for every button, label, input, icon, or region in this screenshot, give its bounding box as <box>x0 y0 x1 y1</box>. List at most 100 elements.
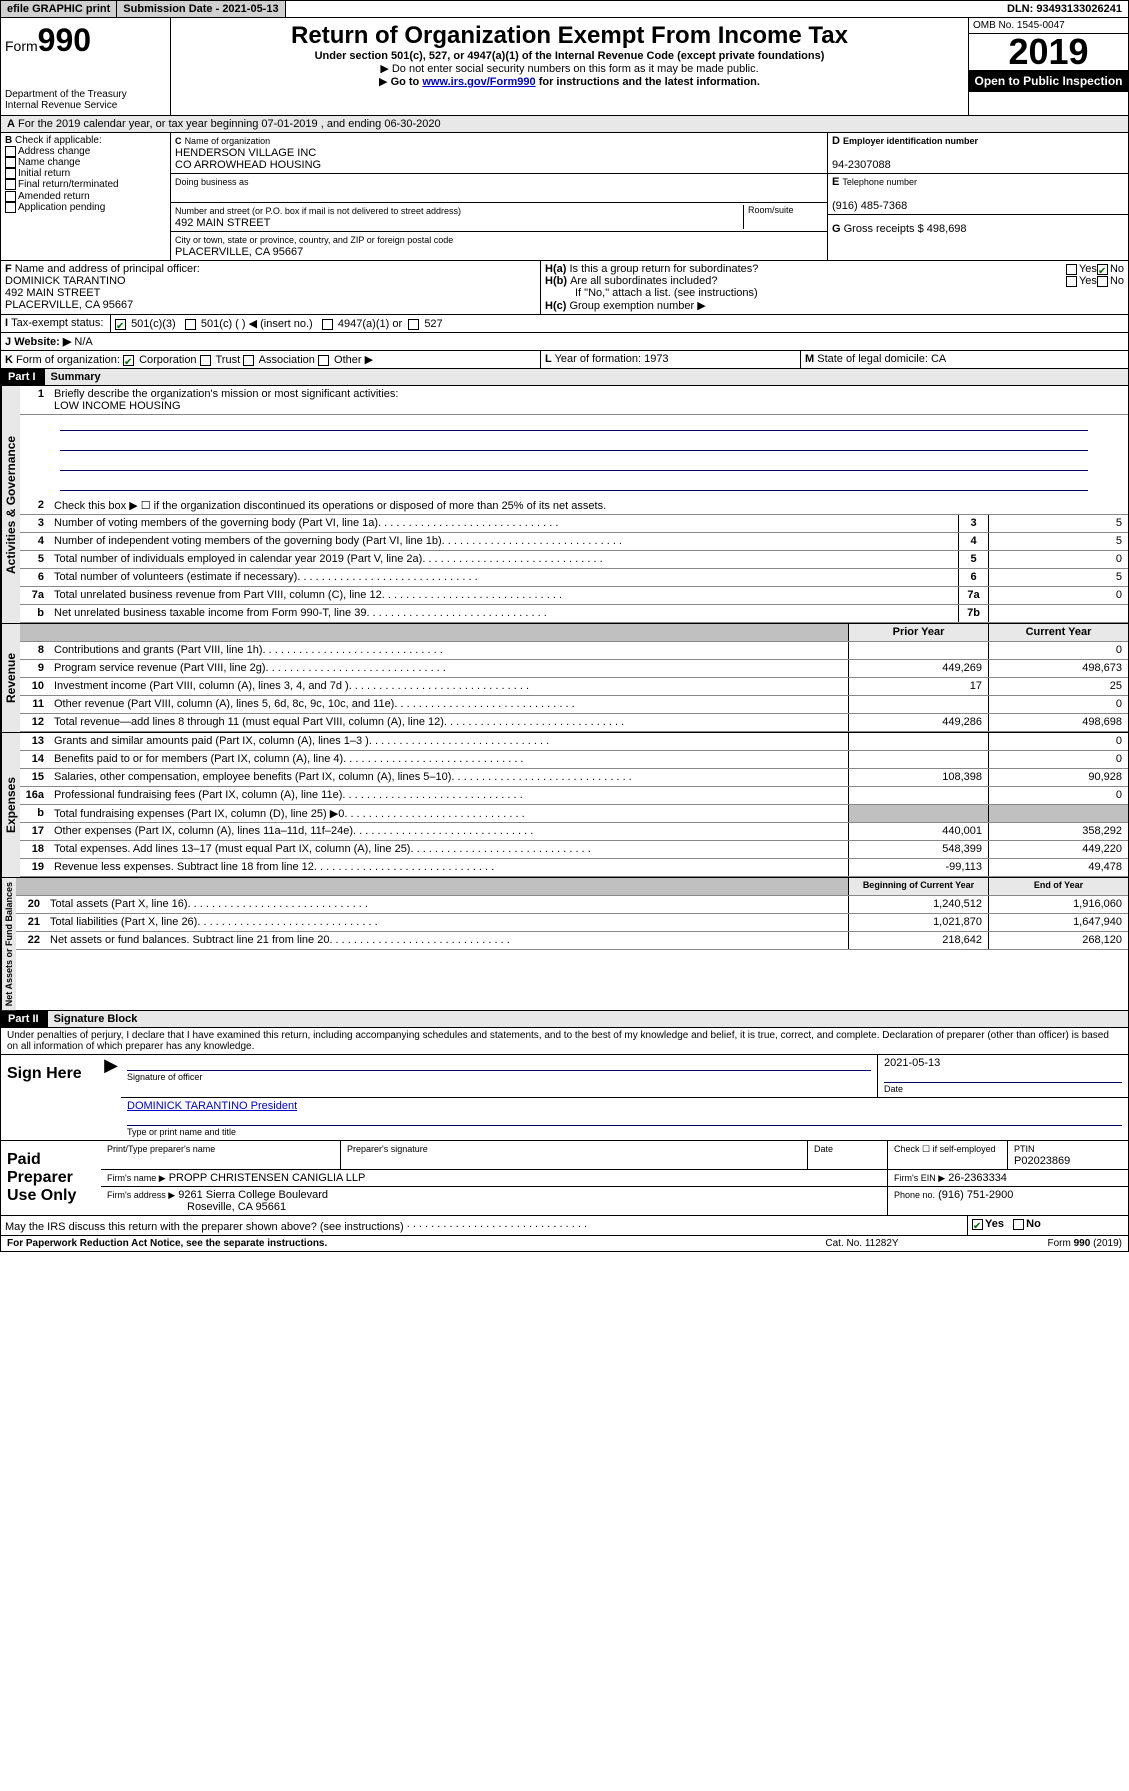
vert-governance: Activities & Governance <box>1 386 20 623</box>
check-name[interactable]: Name change <box>5 157 166 168</box>
line-8: 8 Contributions and grants (Part VIII, l… <box>20 642 1128 660</box>
mission-lines <box>20 417 1128 491</box>
org-address: 492 MAIN STREET <box>175 217 270 229</box>
self-employed-check[interactable]: Check ☐ if self-employed <box>894 1144 996 1154</box>
ha-no[interactable]: No <box>1097 263 1124 275</box>
room-suite: Room/suite <box>743 205 823 229</box>
line-12: 12 Total revenue—add lines 8 through 11 … <box>20 714 1128 732</box>
hb-note: If "No," attach a list. (see instruction… <box>545 287 1124 299</box>
line-16a: 16a Professional fundraising fees (Part … <box>20 787 1128 805</box>
form-header: Form990 Department of the Treasury Inter… <box>0 18 1129 116</box>
officer-print-name[interactable]: DOMINICK TARANTINO President <box>127 1100 297 1112</box>
top-bar: efile GRAPHIC print Submission Date - 20… <box>0 0 1129 18</box>
arrow-icon: ▶ <box>101 1055 121 1140</box>
line-11: 11 Other revenue (Part VIII, column (A),… <box>20 696 1128 714</box>
website: N/A <box>74 336 92 348</box>
check-address[interactable]: Address change <box>5 146 166 157</box>
line-6: 6 Total number of volunteers (estimate i… <box>20 569 1128 587</box>
form-ref: Form 990 (2019) <box>962 1238 1122 1249</box>
line-3: 3 Number of voting members of the govern… <box>20 515 1128 533</box>
box-b: B Check if applicable: Address change Na… <box>1 133 171 260</box>
org-city: PLACERVILLE, CA 95667 <box>175 246 303 258</box>
firm-name: PROPP CHRISTENSEN CANIGLIA LLP <box>169 1172 366 1184</box>
note-ssn: Do not enter social security numbers on … <box>179 62 960 75</box>
check-initial[interactable]: Initial return <box>5 168 166 179</box>
submission-date: Submission Date - 2021-05-13 <box>117 1 285 17</box>
tax-527[interactable]: 527 <box>408 318 442 330</box>
part-ii-header: Part II <box>0 1011 47 1028</box>
col-begin: Beginning of Current Year <box>848 878 988 895</box>
firm-addr1: 9261 Sierra College Boulevard <box>178 1189 328 1201</box>
irs-link[interactable]: www.irs.gov/Form990 <box>422 76 535 88</box>
tax-4947[interactable]: 4947(a)(1) or <box>322 318 402 330</box>
hb-yes[interactable]: Yes <box>1066 275 1097 287</box>
line-10: 10 Investment income (Part VIII, column … <box>20 678 1128 696</box>
line-2: Check this box ▶ ☐ if the organization d… <box>50 497 1128 514</box>
vert-net-assets: Net Assets or Fund Balances <box>1 878 16 1010</box>
part-i-header: Part I <box>0 369 44 386</box>
officer-addr1: 492 MAIN STREET <box>5 287 100 299</box>
state-domicile: CA <box>931 353 946 365</box>
paid-preparer-label: Paid Preparer Use Only <box>1 1141 101 1215</box>
form-assoc[interactable]: Association <box>243 354 315 366</box>
line-22: 22 Net assets or fund balances. Subtract… <box>16 932 1128 950</box>
line-b: b Net unrelated business taxable income … <box>20 605 1128 623</box>
line-20: 20 Total assets (Part X, line 16) 1,240,… <box>16 896 1128 914</box>
form-trust[interactable]: Trust <box>200 354 241 366</box>
cat-no: Cat. No. 11282Y <box>762 1238 962 1249</box>
firm-addr2: Roseville, CA 95661 <box>107 1201 286 1213</box>
line-7a: 7a Total unrelated business revenue from… <box>20 587 1128 605</box>
line-13: 13 Grants and similar amounts paid (Part… <box>20 733 1128 751</box>
footer: For Paperwork Reduction Act Notice, see … <box>0 1236 1129 1252</box>
officer-addr2: PLACERVILLE, CA 95667 <box>5 299 133 311</box>
vert-expenses: Expenses <box>1 733 20 877</box>
part-i-title: Summary <box>44 369 1129 386</box>
tax-501c3[interactable]: 501(c)(3) <box>115 318 176 330</box>
telephone: (916) 485-7368 <box>832 200 907 212</box>
form-corp[interactable]: Corporation <box>123 354 197 366</box>
firm-ein: 26-2363334 <box>948 1172 1007 1184</box>
form-subtitle: Under section 501(c), 527, or 4947(a)(1)… <box>179 50 960 62</box>
ein: 94-2307088 <box>832 159 891 171</box>
line-14: 14 Benefits paid to or for members (Part… <box>20 751 1128 769</box>
identity-block: B Check if applicable: Address change Na… <box>0 133 1129 261</box>
form-title: Return of Organization Exempt From Incom… <box>179 22 960 50</box>
check-amended[interactable]: Amended return <box>5 191 166 202</box>
vert-revenue: Revenue <box>1 624 20 732</box>
discuss-yes[interactable]: Yes <box>972 1218 1004 1230</box>
hc-group-exemption: Group exemption number ▶ <box>569 300 705 312</box>
ha-yes[interactable]: Yes <box>1066 263 1097 275</box>
org-co: CO ARROWHEAD HOUSING <box>175 159 321 171</box>
form-number: Form990 <box>5 22 166 59</box>
col-end: End of Year <box>988 878 1128 895</box>
discuss-preparer: May the IRS discuss this return with the… <box>1 1216 968 1235</box>
dba-label: Doing business as <box>175 177 249 187</box>
section-a-period: A For the 2019 calendar year, or tax yea… <box>0 116 1129 133</box>
line-5: 5 Total number of individuals employed i… <box>20 551 1128 569</box>
efile-print-button[interactable]: efile GRAPHIC print <box>1 1 117 17</box>
col-prior: Prior Year <box>848 624 988 641</box>
perjury-declaration: Under penalties of perjury, I declare th… <box>0 1028 1129 1055</box>
line-19: 19 Revenue less expenses. Subtract line … <box>20 859 1128 877</box>
sig-date: 2021-05-13 <box>884 1057 940 1069</box>
ptin: P02023869 <box>1014 1155 1070 1167</box>
officer-block: F Name and address of principal officer:… <box>0 261 1129 315</box>
line-15: 15 Salaries, other compensation, employe… <box>20 769 1128 787</box>
hb-no[interactable]: No <box>1097 275 1124 287</box>
tax-501c[interactable]: 501(c) ( ) ◀ (insert no.) <box>185 318 313 330</box>
discuss-no[interactable]: No <box>1013 1218 1041 1230</box>
org-name: HENDERSON VILLAGE INC <box>175 147 316 159</box>
check-pending[interactable]: Application pending <box>5 202 166 213</box>
tax-year: 2019 <box>969 34 1128 70</box>
check-final[interactable]: Final return/terminated <box>5 179 166 190</box>
mission: LOW INCOME HOUSING <box>54 400 181 412</box>
sign-here-label: Sign Here <box>1 1055 101 1140</box>
line-21: 21 Total liabilities (Part X, line 26) 1… <box>16 914 1128 932</box>
note-link: ▶ Go to www.irs.gov/Form990 for instruct… <box>179 75 960 88</box>
firm-phone: (916) 751-2900 <box>938 1189 1013 1201</box>
form-other[interactable]: Other ▶ <box>318 354 373 366</box>
col-current: Current Year <box>988 624 1128 641</box>
line-4: 4 Number of independent voting members o… <box>20 533 1128 551</box>
line-b: b Total fundraising expenses (Part IX, c… <box>20 805 1128 823</box>
line-17: 17 Other expenses (Part IX, column (A), … <box>20 823 1128 841</box>
